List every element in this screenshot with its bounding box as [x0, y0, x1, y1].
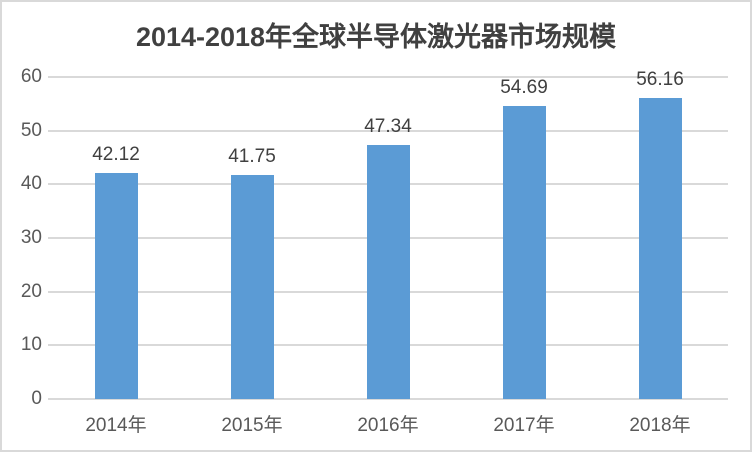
- bar-2015年: [230, 174, 274, 399]
- y-tick-label-30: 30: [20, 227, 42, 248]
- bar-2014年: [94, 172, 138, 399]
- data-label-2014年: 42.12: [92, 143, 140, 165]
- x-tick-label-2017年: 2017年: [493, 415, 555, 436]
- x-tick-label-2014年: 2014年: [85, 415, 147, 436]
- y-tick-label-0: 0: [31, 388, 42, 409]
- x-tick-label-2018年: 2018年: [629, 415, 691, 436]
- data-label-2018年: 56.16: [636, 68, 684, 90]
- chart-title: 2014-2018年全球半导体激光器市场规模: [135, 22, 617, 52]
- x-tick-label-2016年: 2016年: [357, 415, 419, 436]
- bar-2017年: [502, 105, 546, 399]
- data-label-2015年: 41.75: [228, 145, 276, 167]
- gridline-50: [48, 129, 728, 132]
- data-label-2017年: 54.69: [500, 76, 548, 98]
- y-tick-label-20: 20: [20, 280, 42, 302]
- gridline-60: [48, 76, 728, 78]
- y-tick-label-40: 40: [20, 173, 42, 195]
- y-tick-label-60: 60: [20, 66, 42, 87]
- bar-2018年: [638, 97, 682, 399]
- gridline-0: [48, 398, 728, 400]
- y-tick-label-10: 10: [20, 334, 42, 356]
- y-tick-label-50: 50: [20, 119, 42, 141]
- data-label-2016年: 47.34: [364, 115, 412, 137]
- x-tick-label-2015年: 2015年: [221, 415, 283, 436]
- plot-area: 42.12 41.75 47.34 54.69 56.16: [48, 69, 728, 400]
- bar-2016年: [366, 144, 410, 399]
